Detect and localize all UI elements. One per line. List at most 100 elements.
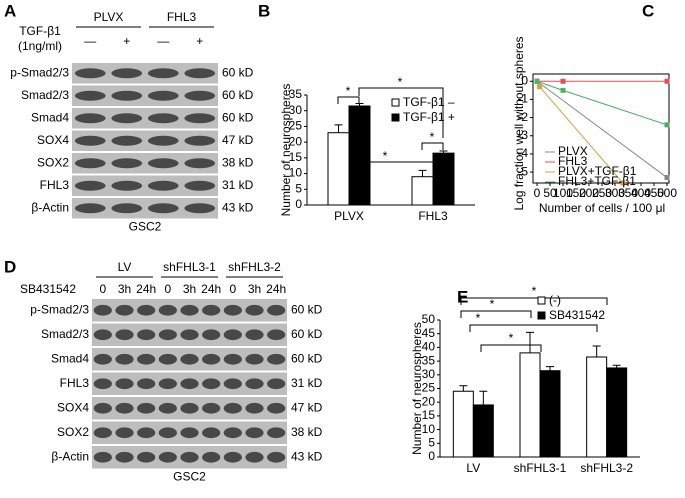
row-label: FHL3 bbox=[60, 376, 90, 390]
error-bar bbox=[546, 366, 554, 371]
annotation: * bbox=[346, 84, 351, 98]
band bbox=[245, 451, 264, 463]
band bbox=[137, 353, 156, 365]
band bbox=[180, 451, 199, 463]
bar bbox=[586, 356, 608, 458]
group-label: shFHL3-2 bbox=[228, 260, 281, 274]
legend-swatch bbox=[537, 311, 546, 320]
band bbox=[111, 135, 143, 146]
band bbox=[184, 203, 216, 214]
lane-label: 3h bbox=[248, 282, 261, 296]
blot-strip bbox=[72, 85, 218, 106]
size-label: 60 kD bbox=[291, 327, 323, 341]
band bbox=[111, 203, 143, 214]
x-tick-label: 150 bbox=[566, 186, 586, 200]
band bbox=[74, 68, 106, 79]
band bbox=[147, 90, 179, 101]
band bbox=[180, 353, 199, 365]
band bbox=[245, 329, 264, 341]
band bbox=[184, 90, 216, 101]
annotation: * bbox=[383, 149, 388, 163]
annotation: * bbox=[490, 297, 495, 311]
group-label: shFHL3-1 bbox=[163, 260, 216, 274]
band bbox=[202, 427, 221, 439]
series-line bbox=[536, 80, 668, 126]
error-bar bbox=[355, 102, 364, 106]
y-tick-label: 45 bbox=[422, 326, 436, 340]
treatment-label: SB431542 bbox=[20, 282, 76, 296]
point bbox=[620, 180, 626, 186]
band bbox=[180, 378, 199, 390]
y-tick-label: 15 bbox=[289, 150, 303, 164]
band bbox=[267, 329, 286, 341]
x-tick-label: 450 bbox=[644, 186, 664, 200]
y-tick-label: 10 bbox=[289, 166, 303, 180]
band bbox=[245, 378, 264, 390]
band bbox=[137, 378, 156, 390]
blot-strip bbox=[72, 175, 218, 196]
band bbox=[93, 427, 112, 439]
band bbox=[74, 135, 106, 146]
size-label: 43 kD bbox=[291, 449, 323, 463]
band bbox=[74, 90, 106, 101]
bar bbox=[519, 352, 541, 458]
band bbox=[223, 427, 242, 439]
band bbox=[147, 135, 179, 146]
x-tick-label: 0 bbox=[534, 186, 541, 200]
band bbox=[137, 304, 156, 316]
band bbox=[158, 304, 177, 316]
x-tick-label: FHL3 bbox=[418, 209, 448, 223]
x-tick-label: shFHL3-2 bbox=[580, 461, 633, 475]
plot-frame bbox=[532, 73, 670, 184]
lane-label: — bbox=[157, 34, 169, 48]
band bbox=[147, 203, 179, 214]
band bbox=[180, 329, 199, 341]
annotation: * bbox=[398, 75, 403, 89]
band bbox=[147, 158, 179, 169]
annotation: * bbox=[532, 284, 537, 298]
treatment-dose: (1ng/ml) bbox=[18, 39, 62, 53]
band bbox=[93, 329, 112, 341]
row-label: FHL3 bbox=[40, 178, 70, 192]
panel-label: B bbox=[258, 1, 270, 20]
legend-label: FHL3 bbox=[558, 154, 588, 168]
band bbox=[74, 180, 106, 191]
band bbox=[115, 304, 134, 316]
y-tick-label: 5 bbox=[295, 181, 302, 195]
band bbox=[184, 113, 216, 124]
treatment-label: TGF-β1 bbox=[19, 24, 61, 38]
annotation: * bbox=[476, 311, 481, 325]
error-bar bbox=[459, 385, 468, 392]
lane-label: 24h bbox=[266, 282, 286, 296]
band bbox=[137, 329, 156, 341]
band bbox=[184, 68, 216, 79]
lane-label: 3h bbox=[118, 282, 131, 296]
point bbox=[537, 84, 543, 90]
band bbox=[93, 378, 112, 390]
point bbox=[664, 122, 670, 128]
x-tick-label: shFHL3-1 bbox=[514, 461, 567, 475]
band bbox=[115, 427, 134, 439]
error-bar bbox=[612, 364, 621, 368]
y-tick-label: 30 bbox=[422, 367, 436, 381]
panel-label: A bbox=[4, 1, 16, 20]
x-tick-label: LV bbox=[466, 461, 480, 475]
legend-swatch bbox=[391, 113, 400, 122]
size-label: 47 kD bbox=[291, 400, 323, 414]
y-tick-label: 0 bbox=[295, 197, 302, 211]
band bbox=[147, 113, 179, 124]
lane-label: 24h bbox=[201, 282, 221, 296]
band bbox=[202, 451, 221, 463]
band bbox=[93, 353, 112, 365]
band bbox=[180, 402, 199, 414]
size-label: 47 kD bbox=[222, 133, 254, 147]
band bbox=[223, 402, 242, 414]
band bbox=[267, 427, 286, 439]
lane-label: + bbox=[196, 34, 203, 48]
band bbox=[202, 402, 221, 414]
point bbox=[560, 78, 566, 84]
band bbox=[267, 451, 286, 463]
band bbox=[115, 378, 134, 390]
band bbox=[184, 135, 216, 146]
y-tick-label: 0 bbox=[428, 449, 435, 463]
